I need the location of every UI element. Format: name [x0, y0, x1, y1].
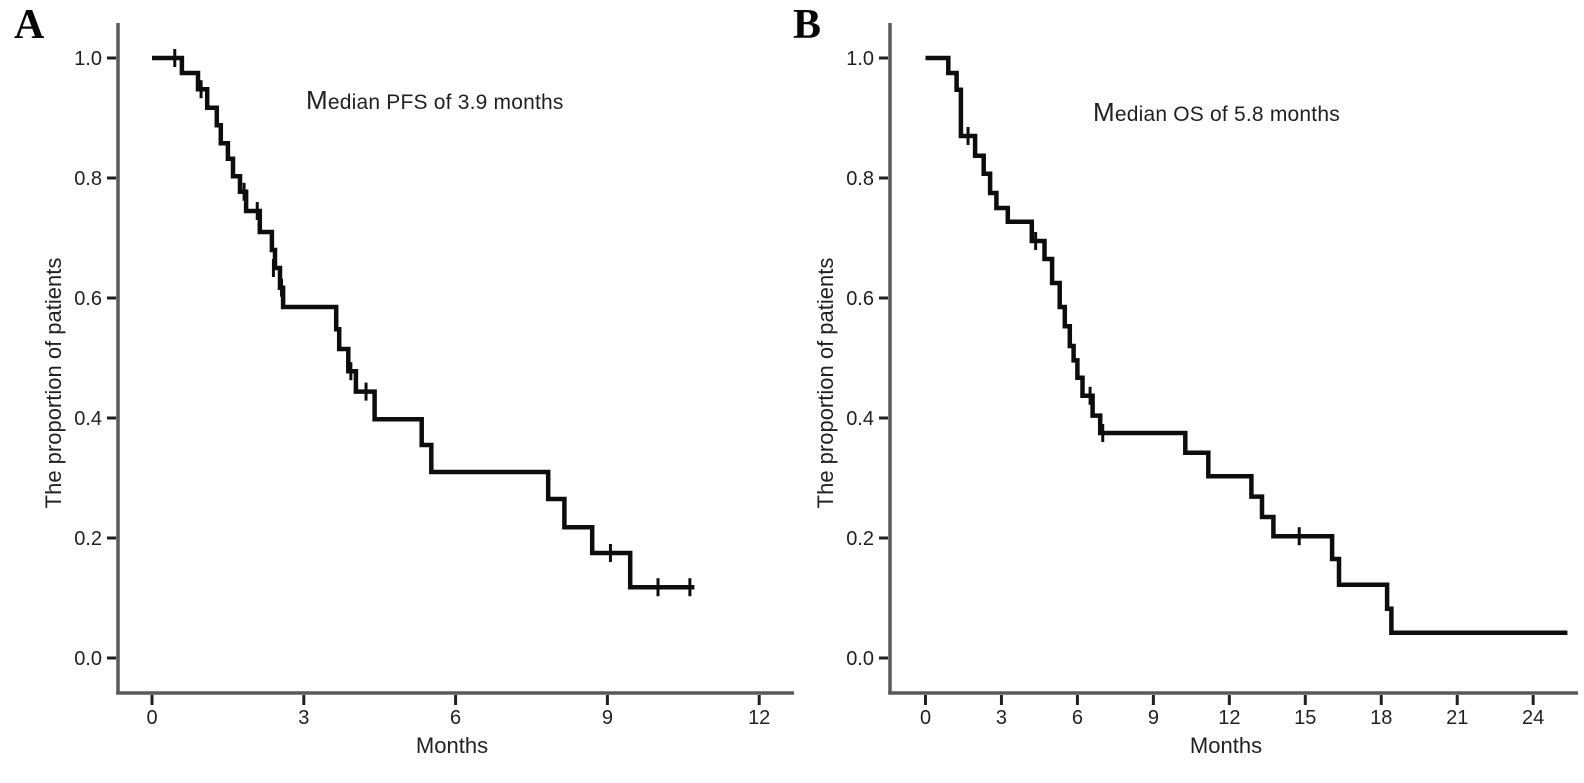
median-pfs-annotation: Median PFS of 3.9 months: [306, 85, 564, 115]
x-tick-label: 24: [1522, 707, 1544, 729]
x-tick-label: 12: [1218, 707, 1240, 729]
panel-b-plot: 1.0 0.8 0.6 0.4 0.2 0.0 0 3 6 9 12 15 18 21 24: [846, 23, 1578, 729]
x-tick-label: 18: [1370, 707, 1392, 729]
y-axis-title-a: The proportion of patients: [41, 257, 66, 509]
x-tick-label: 15: [1294, 707, 1316, 729]
y-tick-label: 0.0: [846, 648, 874, 670]
survival-step-curve-pfs: [152, 55, 695, 590]
y-tick-label: 0.6: [74, 288, 102, 310]
x-tick-label: 3: [996, 707, 1007, 729]
x-axis-title-b: Months: [1189, 733, 1263, 758]
y-tick-label: 0.6: [846, 288, 874, 310]
survival-step-curve-os: [925, 55, 1568, 636]
x-tick-label: 9: [1148, 707, 1159, 729]
x-tick-label: 3: [298, 707, 309, 729]
y-tick-label: 0.4: [846, 408, 874, 430]
y-tick-label: 1.0: [74, 48, 102, 70]
median-os-annotation: Median OS of 5.8 months: [1093, 97, 1340, 127]
x-tick-label: 0: [920, 707, 931, 729]
x-tick-label: 21: [1446, 707, 1468, 729]
x-tick-label: 6: [450, 707, 461, 729]
y-tick-label: 0.2: [846, 528, 874, 550]
x-tick-label: 12: [748, 707, 770, 729]
panel-label-b: B: [793, 2, 822, 48]
y-tick-label: 0.8: [846, 168, 874, 190]
y-tick-label: 0.4: [74, 408, 102, 430]
y-tick-label: 0.8: [74, 168, 102, 190]
panel-a-plot: 1.0 0.8 0.6 0.4 0.2 0.0 0 3 6 9 12: [74, 23, 794, 729]
x-tick-label: 0: [146, 707, 157, 729]
y-tick-label: 0.2: [74, 528, 102, 550]
y-tick-label: 0.0: [74, 648, 102, 670]
x-tick-label: 6: [1072, 707, 1083, 729]
y-tick-label: 1.0: [846, 48, 874, 70]
x-tick-label: 9: [602, 707, 613, 729]
x-axis-title-a: Months: [415, 733, 489, 758]
panel-label-a: A: [14, 2, 45, 48]
y-axis-title-b: The proportion of patients: [813, 257, 838, 509]
